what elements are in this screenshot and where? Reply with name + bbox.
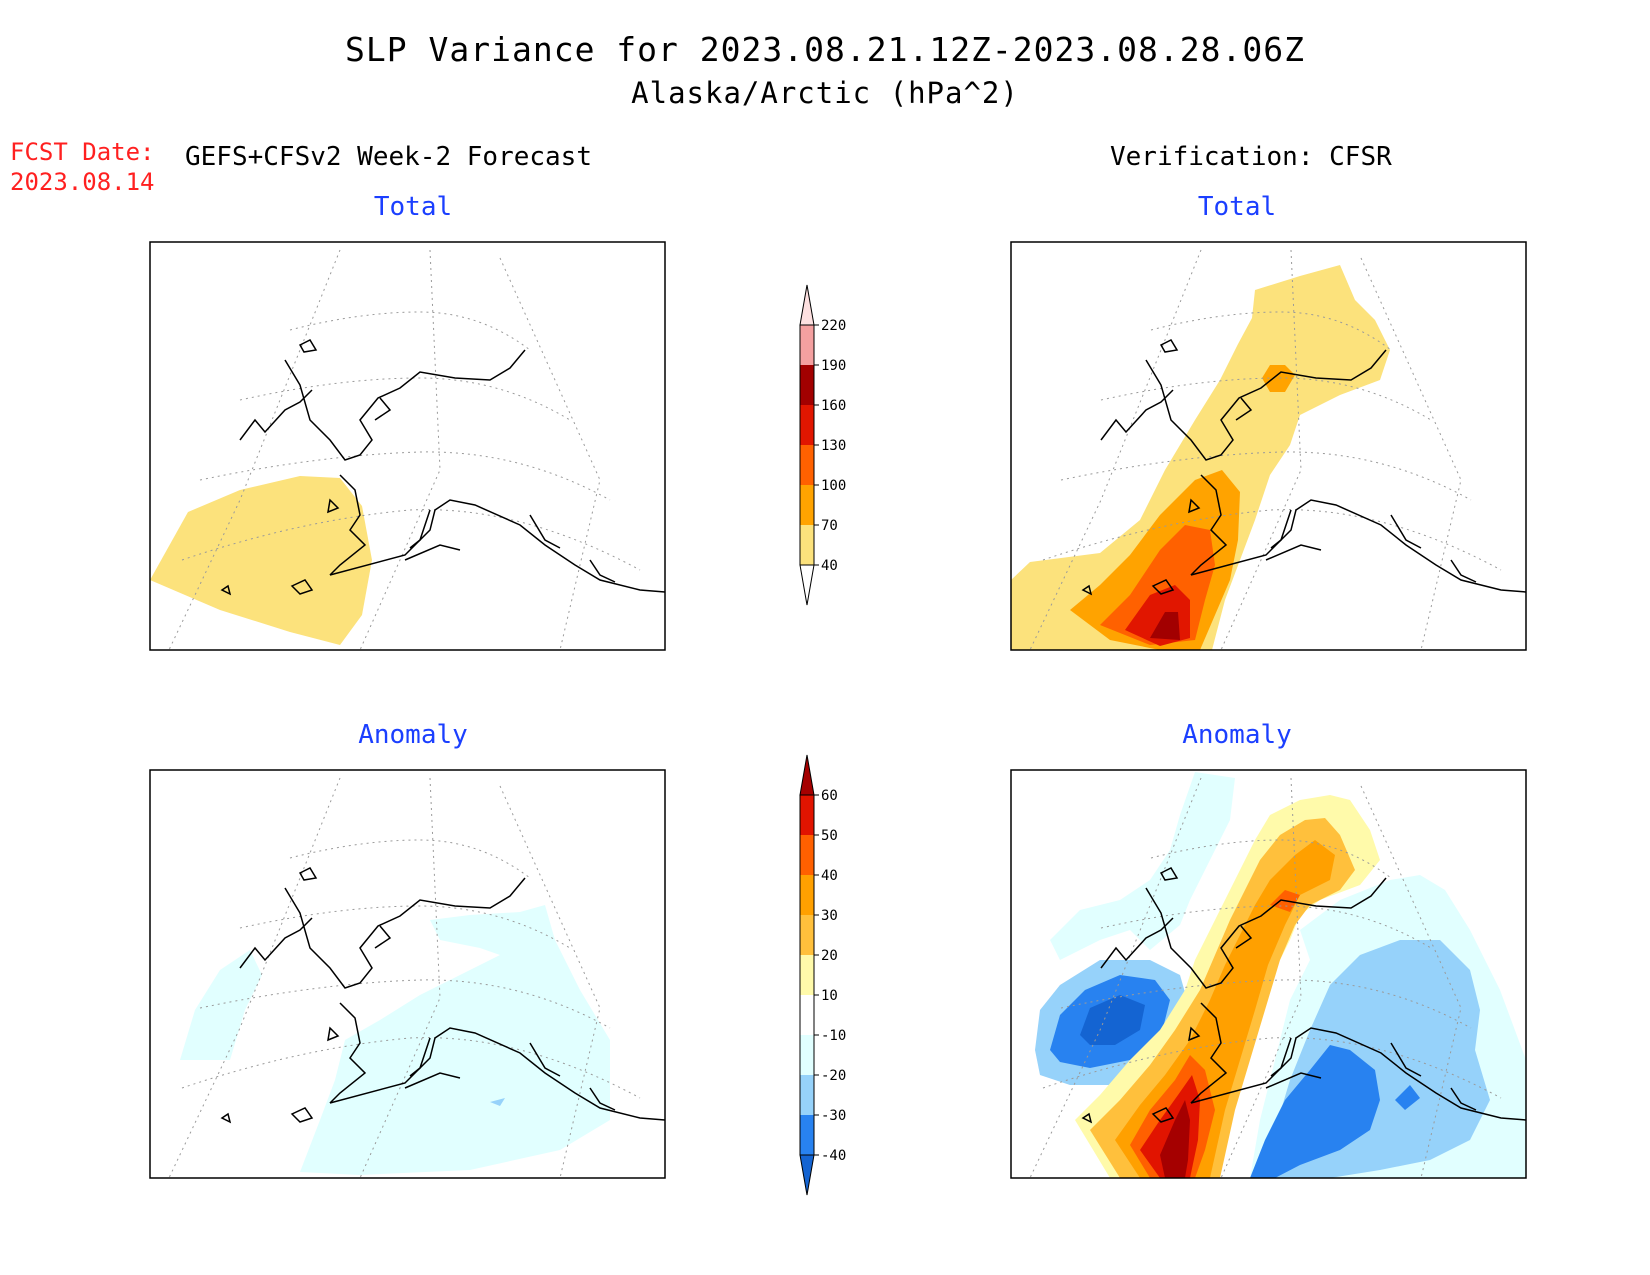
anomaly-colorbar-tick-label: 50 bbox=[821, 828, 838, 844]
anomaly-colorbar-outline bbox=[799, 794, 815, 1156]
total-colorbar-swatch bbox=[800, 485, 814, 525]
total-colorbar-tick-label: 100 bbox=[821, 478, 846, 494]
total-colorbar-swatch bbox=[800, 365, 814, 405]
verification-anomaly-contour-neg30b bbox=[1250, 1045, 1380, 1178]
total-colorbar-swatch bbox=[800, 445, 814, 485]
verification-anomaly-contour-neg30c bbox=[1395, 1085, 1420, 1110]
forecast-anomaly-map bbox=[149, 769, 666, 1179]
anomaly-colorbar-swatch bbox=[800, 795, 814, 835]
verification-total-contour-160 bbox=[1150, 612, 1180, 640]
anomaly-colorbar-swatch bbox=[800, 835, 814, 875]
forecast-anomaly-contour-neg10b bbox=[180, 950, 262, 1060]
anomaly-colorbar-tick-label: 30 bbox=[821, 908, 838, 924]
map-frame bbox=[149, 241, 666, 651]
anomaly-colorbar-swatch bbox=[800, 1035, 814, 1075]
coastline bbox=[1081, 339, 1526, 596]
forecast-total-contour-40 bbox=[150, 476, 372, 645]
graticule bbox=[168, 249, 641, 650]
map-frame bbox=[1010, 241, 1527, 651]
forecast-column-header: GEFS+CFSv2 Week-2 Forecast bbox=[185, 142, 592, 172]
map-frame bbox=[1010, 769, 1527, 1179]
graticule bbox=[1029, 249, 1502, 650]
anomaly-colorbar-tick-label: -10 bbox=[821, 1028, 846, 1044]
forecast-total-map bbox=[149, 241, 666, 651]
anomaly-colorbar-tick-label: 40 bbox=[821, 868, 838, 884]
forecast-anomaly-contour-neg20 bbox=[490, 1098, 505, 1106]
graticule bbox=[1029, 777, 1502, 1178]
graticule bbox=[168, 777, 641, 1178]
anomaly-colorbar-swatch bbox=[800, 1075, 814, 1115]
anomaly-colorbar-swatch bbox=[800, 995, 814, 1035]
forecast-date-value: 2023.08.14 bbox=[10, 168, 155, 196]
figure-title: SLP Variance for 2023.08.21.12Z-2023.08.… bbox=[345, 30, 1305, 69]
forecast-total-title: Total bbox=[373, 192, 453, 222]
total-colorbar-lower-tip bbox=[799, 564, 815, 606]
anomaly-colorbar-swatch bbox=[800, 1115, 814, 1155]
total-colorbar-tick-label: 40 bbox=[821, 558, 838, 574]
verification-total-title: Total bbox=[1197, 192, 1277, 222]
verification-anomaly-contour-neg40 bbox=[1080, 995, 1145, 1045]
verification-total-map bbox=[1010, 241, 1527, 651]
total-colorbar-swatch bbox=[800, 405, 814, 445]
total-colorbar-upper-tip bbox=[799, 284, 815, 326]
verification-total-contour-40 bbox=[1011, 265, 1390, 650]
total-colorbar-swatch bbox=[800, 325, 814, 365]
forecast-anomaly-contour-neg10 bbox=[300, 905, 610, 1175]
verification-anomaly-contour-pos60 bbox=[1160, 1100, 1190, 1178]
anomaly-colorbar-upper-tip bbox=[799, 754, 815, 796]
total-colorbar: 40 70 100 130 160 190 220 bbox=[799, 284, 846, 606]
anomaly-colorbar-tick-label: -20 bbox=[821, 1068, 846, 1084]
anomaly-colorbar-tick-label: 60 bbox=[821, 788, 838, 804]
anomaly-colorbar-swatch bbox=[800, 875, 814, 915]
coastline bbox=[1081, 867, 1526, 1124]
forecast-anomaly-title: Anomaly bbox=[358, 720, 468, 750]
total-colorbar-tick-label: 220 bbox=[821, 318, 846, 334]
anomaly-colorbar-tick-label: 20 bbox=[821, 948, 838, 964]
map-frame bbox=[149, 769, 666, 1179]
coastline bbox=[220, 339, 665, 596]
anomaly-colorbar-lower-tip bbox=[799, 1154, 815, 1196]
verification-total-contour-70b bbox=[1262, 365, 1295, 392]
anomaly-colorbar-tick-label: -30 bbox=[821, 1108, 846, 1124]
anomaly-colorbar-tick-label: 10 bbox=[821, 988, 838, 1004]
total-colorbar-tick-label: 70 bbox=[821, 518, 838, 534]
verification-anomaly-map bbox=[1010, 769, 1527, 1179]
anomaly-colorbar-swatch bbox=[800, 955, 814, 995]
verification-column-header: Verification: CFSR bbox=[1110, 142, 1392, 172]
total-colorbar-tick-label: 130 bbox=[821, 438, 846, 454]
anomaly-colorbar: -40 -30 -20 -10 10 20 30 40 50 60 bbox=[799, 754, 846, 1196]
anomaly-colorbar-tick-label: -40 bbox=[821, 1148, 846, 1164]
total-colorbar-swatch bbox=[800, 525, 814, 565]
total-colorbar-tick-label: 190 bbox=[821, 358, 846, 374]
figure-subtitle: Alaska/Arctic (hPa^2) bbox=[631, 76, 1019, 110]
verification-anomaly-contour-neg10 bbox=[1050, 772, 1235, 960]
anomaly-colorbar-swatch bbox=[800, 915, 814, 955]
coastline bbox=[220, 867, 665, 1124]
verification-anomaly-title: Anomaly bbox=[1182, 720, 1292, 750]
forecast-date-label: FCST Date: bbox=[10, 138, 155, 166]
total-colorbar-tick-label: 160 bbox=[821, 398, 846, 414]
